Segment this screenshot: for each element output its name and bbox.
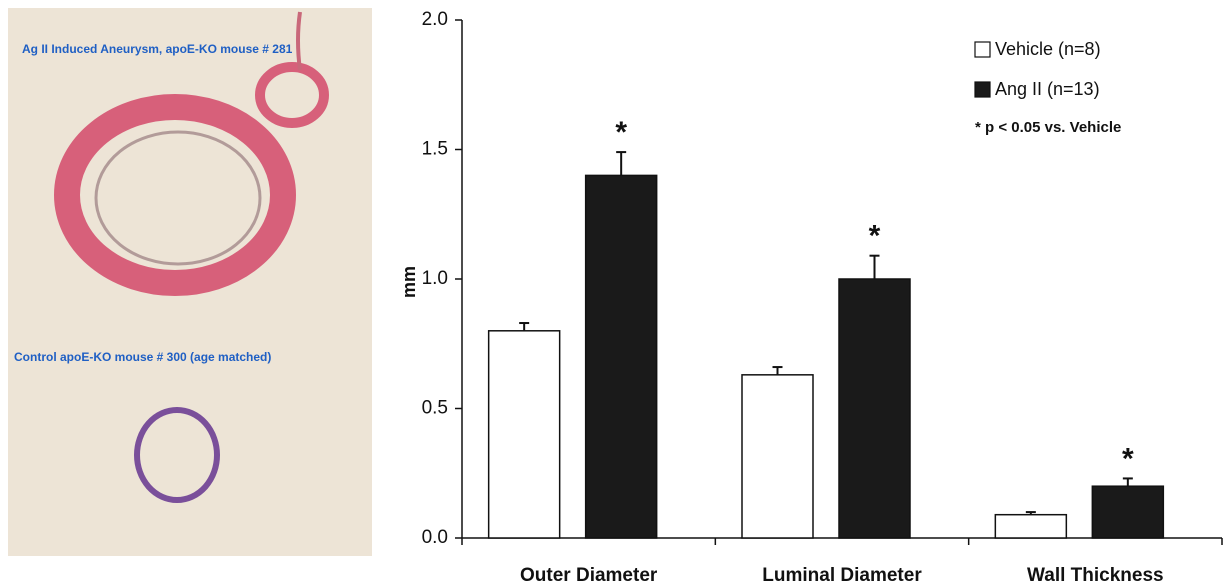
legend-note: * p < 0.05 vs. Vehicle: [975, 119, 1121, 136]
y-tick-label: 0.5: [422, 398, 448, 419]
y-tick-label: 1.5: [422, 139, 448, 160]
x-tick-label: Outer Diameter: [520, 565, 658, 586]
legend-label: Ang II (n=13): [995, 79, 1100, 99]
y-tick-label: 2.0: [422, 9, 448, 30]
significance-mark: *: [1122, 442, 1134, 475]
micrograph-panel: Ag II Induced Aneurysm, apoE-KO mouse # …: [8, 8, 372, 556]
bar: [742, 375, 813, 538]
legend-swatch: [975, 82, 990, 97]
legend-label: Vehicle (n=8): [995, 39, 1101, 59]
y-tick-label: 1.0: [422, 268, 448, 289]
x-tick-label: Wall Thickness: [1027, 565, 1164, 586]
bar: [995, 515, 1066, 538]
panel-caption: Ag II Induced Aneurysm, apoE-KO mouse # …: [22, 42, 293, 56]
bar: [839, 279, 910, 538]
x-tick-label: Luminal Diameter: [762, 565, 922, 586]
figure: Ag II Induced Aneurysm, apoE-KO mouse # …: [0, 0, 1227, 588]
panel-caption: Control apoE-KO mouse # 300 (age matched…: [14, 350, 271, 364]
significance-mark: *: [615, 116, 627, 149]
y-tick-label: 0.0: [422, 527, 448, 548]
vessel-tail: [298, 12, 300, 70]
bar: [1092, 486, 1163, 538]
y-axis-label: mm: [399, 266, 419, 298]
legend-swatch: [975, 42, 990, 57]
bar: [586, 175, 657, 538]
significance-mark: *: [869, 220, 881, 253]
bar: [489, 331, 560, 538]
